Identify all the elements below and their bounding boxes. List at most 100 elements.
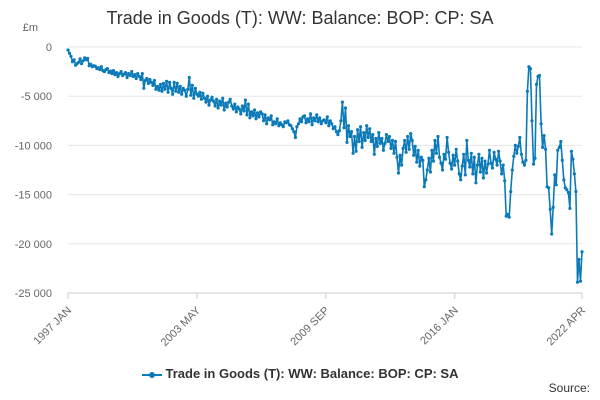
data-point[interactable] <box>240 104 244 108</box>
data-point[interactable] <box>298 117 302 121</box>
data-point[interactable] <box>494 157 498 161</box>
data-point[interactable] <box>475 163 479 167</box>
data-point[interactable] <box>559 139 563 144</box>
data-point[interactable] <box>571 157 575 161</box>
data-point[interactable] <box>406 134 410 139</box>
data-point[interactable] <box>359 125 363 129</box>
data-point[interactable] <box>174 89 178 93</box>
data-point[interactable] <box>324 121 328 125</box>
data-point[interactable] <box>541 145 545 149</box>
data-point[interactable] <box>175 81 179 85</box>
data-point[interactable] <box>462 152 466 156</box>
data-point[interactable] <box>457 172 461 176</box>
data-point[interactable] <box>427 156 431 160</box>
data-point[interactable] <box>222 108 226 112</box>
data-point[interactable] <box>98 68 102 72</box>
data-point[interactable] <box>281 125 285 129</box>
data-point[interactable] <box>490 166 495 170</box>
data-point[interactable] <box>218 99 222 103</box>
data-point[interactable] <box>202 96 207 100</box>
data-point[interactable] <box>325 115 329 119</box>
data-point[interactable] <box>554 183 558 187</box>
data-point[interactable] <box>168 80 172 84</box>
data-point[interactable] <box>568 206 572 210</box>
data-point[interactable] <box>572 172 577 176</box>
data-point[interactable] <box>248 116 252 120</box>
data-point[interactable] <box>277 124 281 128</box>
data-point[interactable] <box>374 136 378 141</box>
data-point[interactable] <box>340 100 344 104</box>
data-point[interactable] <box>471 172 475 176</box>
data-point[interactable] <box>178 84 182 88</box>
data-point[interactable] <box>445 135 449 140</box>
data-point[interactable] <box>212 99 216 103</box>
data-point[interactable] <box>177 90 181 94</box>
data-point[interactable] <box>292 130 296 134</box>
data-point[interactable] <box>137 74 141 79</box>
data-point[interactable] <box>537 73 542 78</box>
data-point[interactable] <box>322 118 326 122</box>
data-point[interactable] <box>412 153 416 157</box>
data-point[interactable] <box>249 110 254 114</box>
data-point[interactable] <box>477 152 481 156</box>
data-point[interactable] <box>512 154 516 158</box>
data-point[interactable] <box>453 163 457 167</box>
data-point[interactable] <box>487 148 492 152</box>
data-point[interactable] <box>72 58 76 62</box>
data-point[interactable] <box>428 170 432 174</box>
data-point[interactable] <box>401 146 405 150</box>
data-point[interactable] <box>227 100 231 104</box>
data-point[interactable] <box>207 103 211 107</box>
data-point[interactable] <box>362 131 366 135</box>
data-point[interactable] <box>557 145 561 149</box>
data-point[interactable] <box>513 143 517 147</box>
data-point[interactable] <box>410 138 414 143</box>
data-point[interactable] <box>237 107 241 111</box>
data-point[interactable] <box>152 78 156 83</box>
data-point[interactable] <box>157 88 161 92</box>
data-point[interactable] <box>293 135 297 140</box>
data-point[interactable] <box>409 132 413 136</box>
data-point[interactable] <box>524 158 528 162</box>
data-point[interactable] <box>497 149 501 153</box>
data-point[interactable] <box>119 70 123 74</box>
data-point[interactable] <box>328 119 332 123</box>
data-point[interactable] <box>149 80 153 84</box>
data-point[interactable] <box>124 71 128 75</box>
data-point[interactable] <box>108 69 113 73</box>
data-point[interactable] <box>463 173 467 177</box>
data-point[interactable] <box>443 157 448 161</box>
data-point[interactable] <box>421 158 425 162</box>
data-point[interactable] <box>111 69 116 73</box>
data-point[interactable] <box>81 59 85 63</box>
data-point[interactable] <box>260 112 264 116</box>
data-point[interactable] <box>492 150 496 154</box>
data-point[interactable] <box>337 129 341 133</box>
data-point[interactable] <box>192 96 196 100</box>
data-point[interactable] <box>86 56 90 60</box>
data-point[interactable] <box>99 65 103 69</box>
data-point[interactable] <box>142 86 146 90</box>
data-point[interactable] <box>578 279 583 283</box>
data-point[interactable] <box>67 51 72 56</box>
data-point[interactable] <box>389 146 393 150</box>
data-point[interactable] <box>521 160 525 164</box>
data-point[interactable] <box>398 153 402 157</box>
data-point[interactable] <box>450 167 454 171</box>
data-point[interactable] <box>239 112 243 116</box>
data-point[interactable] <box>539 122 543 126</box>
data-point[interactable] <box>318 116 322 120</box>
data-point[interactable] <box>500 172 504 176</box>
data-point[interactable] <box>424 178 428 182</box>
data-point[interactable] <box>346 124 351 128</box>
data-point[interactable] <box>180 92 184 96</box>
data-point[interactable] <box>243 98 247 102</box>
data-point[interactable] <box>274 122 278 126</box>
data-point[interactable] <box>566 191 571 195</box>
data-point[interactable] <box>165 79 169 83</box>
data-point[interactable] <box>148 77 152 82</box>
data-point[interactable] <box>330 122 334 126</box>
data-point[interactable] <box>196 94 200 98</box>
data-point[interactable] <box>116 74 120 79</box>
data-point[interactable] <box>198 90 202 94</box>
